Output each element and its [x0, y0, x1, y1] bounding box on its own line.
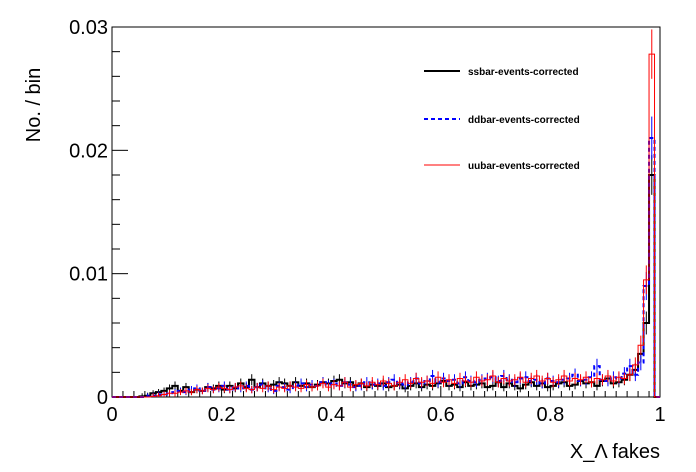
series-step-line [112, 53, 660, 398]
series-step-line [112, 174, 660, 398]
x-tick-label: 0.8 [536, 404, 564, 426]
plot-frame [111, 26, 661, 398]
y-tick-label: 0.02 [69, 140, 108, 162]
series-ssbar-events-corrected [112, 155, 660, 398]
y-axis-title: No. / bin [23, 68, 45, 142]
legend-label-ssbar: ssbar-events-corrected [468, 67, 579, 78]
x-tick-label: 0.6 [427, 404, 455, 426]
x-axis-title: X_Λ fakes [570, 441, 660, 463]
y-tick-label: 0 [97, 387, 108, 409]
series-step-line [112, 137, 660, 398]
x-tick-label: 0 [106, 404, 117, 426]
y-tick-label: 0.03 [69, 17, 108, 39]
legend-label-ddbar: ddbar-events-corrected [468, 115, 580, 126]
x-tick-label: 1 [654, 404, 665, 426]
x-tick-label: 0.2 [208, 404, 236, 426]
series-ddbar-events-corrected [112, 116, 660, 398]
x-tick-label: 0.4 [317, 404, 345, 426]
series-layer [112, 29, 660, 398]
series-uubar-events-corrected [112, 29, 660, 398]
legend-label-uubar: uubar-events-corrected [468, 161, 580, 172]
x-axis: 0 0.2 0.4 0.6 0.8 1 [106, 386, 666, 426]
y-axis: 0 0.01 0.02 0.03 [69, 17, 128, 409]
legend: ssbar-events-corrected ddbar-events-corr… [424, 67, 580, 172]
y-tick-label: 0.01 [69, 264, 108, 286]
